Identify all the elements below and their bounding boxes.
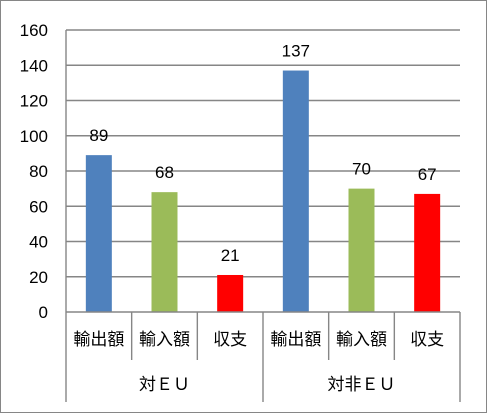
bar <box>85 155 112 312</box>
bar <box>282 70 309 312</box>
y-tick-label: 140 <box>20 56 48 75</box>
y-tick-label: 120 <box>20 92 48 111</box>
y-tick-label: 160 <box>20 21 48 40</box>
y-tick-label: 40 <box>29 233 48 252</box>
y-tick-label: 60 <box>29 197 48 216</box>
category-label: 輸出額 <box>270 330 321 350</box>
data-label: 68 <box>155 163 174 182</box>
category-label: 輸入額 <box>139 330 190 350</box>
data-label: 21 <box>221 246 240 265</box>
data-labels: 89 68 21 137 70 67 <box>89 42 436 265</box>
bars <box>85 70 441 312</box>
gridlines <box>66 29 460 278</box>
data-label: 70 <box>352 160 371 179</box>
y-tick-label: 20 <box>29 268 48 287</box>
bar <box>217 274 244 312</box>
bar <box>414 193 441 312</box>
data-label: 67 <box>418 165 437 184</box>
category-label: 収支 <box>213 330 247 350</box>
category-label: 収支 <box>410 330 444 350</box>
bar <box>348 188 375 312</box>
bar <box>151 192 178 312</box>
y-axis-ticks: 0 20 40 60 80 100 120 140 160 <box>20 21 48 322</box>
y-tick-label: 80 <box>29 162 48 181</box>
data-label: 89 <box>89 126 108 145</box>
data-label: 137 <box>282 42 310 61</box>
y-tick-label: 0 <box>39 303 48 322</box>
category-label: 輸入額 <box>336 330 387 350</box>
group-label: 対非ＥＵ <box>328 375 396 395</box>
group-label: 対ＥＵ <box>139 375 190 395</box>
y-tick-label: 100 <box>20 127 48 146</box>
category-label: 輸出額 <box>73 330 124 350</box>
